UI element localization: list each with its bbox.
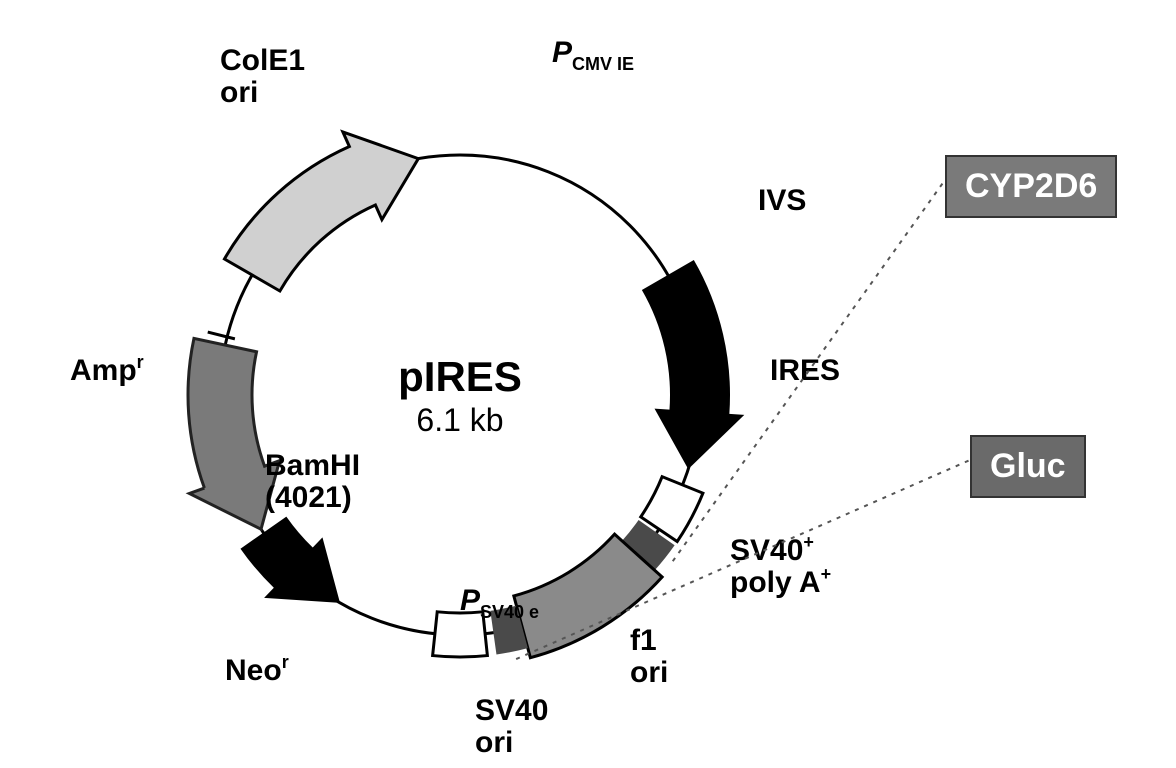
- label-SV40ori: SV40: [475, 694, 548, 727]
- label-IVS: IVS: [758, 184, 806, 217]
- plasmid-title: pIRES: [398, 353, 522, 400]
- plasmid-diagram: pIRES6.1 kbPCMV IEIVSIRESSV40+poly A+f1o…: [0, 0, 1176, 768]
- tick-BamHI: [208, 332, 235, 339]
- callout-box-cyp2d6: CYP2D6: [945, 155, 1117, 218]
- label-ColE1: ori: [220, 76, 258, 109]
- label-f1ori: f1: [630, 624, 657, 657]
- segment-Ampr: [224, 132, 418, 291]
- label-Ampr: Ampr: [70, 352, 144, 387]
- label-SV40polyA: poly A+: [730, 564, 831, 599]
- label-IRES: IRES: [770, 354, 840, 387]
- plasmid-size: 6.1 kb: [416, 402, 503, 438]
- label-f1ori: ori: [630, 656, 668, 689]
- callout-text-cyp2d6: CYP2D6: [965, 167, 1097, 205]
- callout-text-gluc: Gluc: [990, 447, 1066, 485]
- label-SV40ori: ori: [475, 726, 513, 759]
- label-SV40polyA: SV40+: [730, 532, 814, 567]
- label-BamHI: BamHI: [265, 449, 360, 482]
- label-ColE1: ColE1: [220, 44, 305, 77]
- label-Neor: Neor: [225, 652, 289, 687]
- callout-box-gluc: Gluc: [970, 435, 1086, 498]
- segment-PSV40e: [240, 517, 340, 603]
- label-PCMVIE: PCMV IE: [552, 36, 634, 74]
- label-PSV40e: PSV40 e: [460, 584, 539, 622]
- label-BamHI: (4021): [265, 481, 352, 514]
- segment-PCMVIE: [642, 260, 744, 469]
